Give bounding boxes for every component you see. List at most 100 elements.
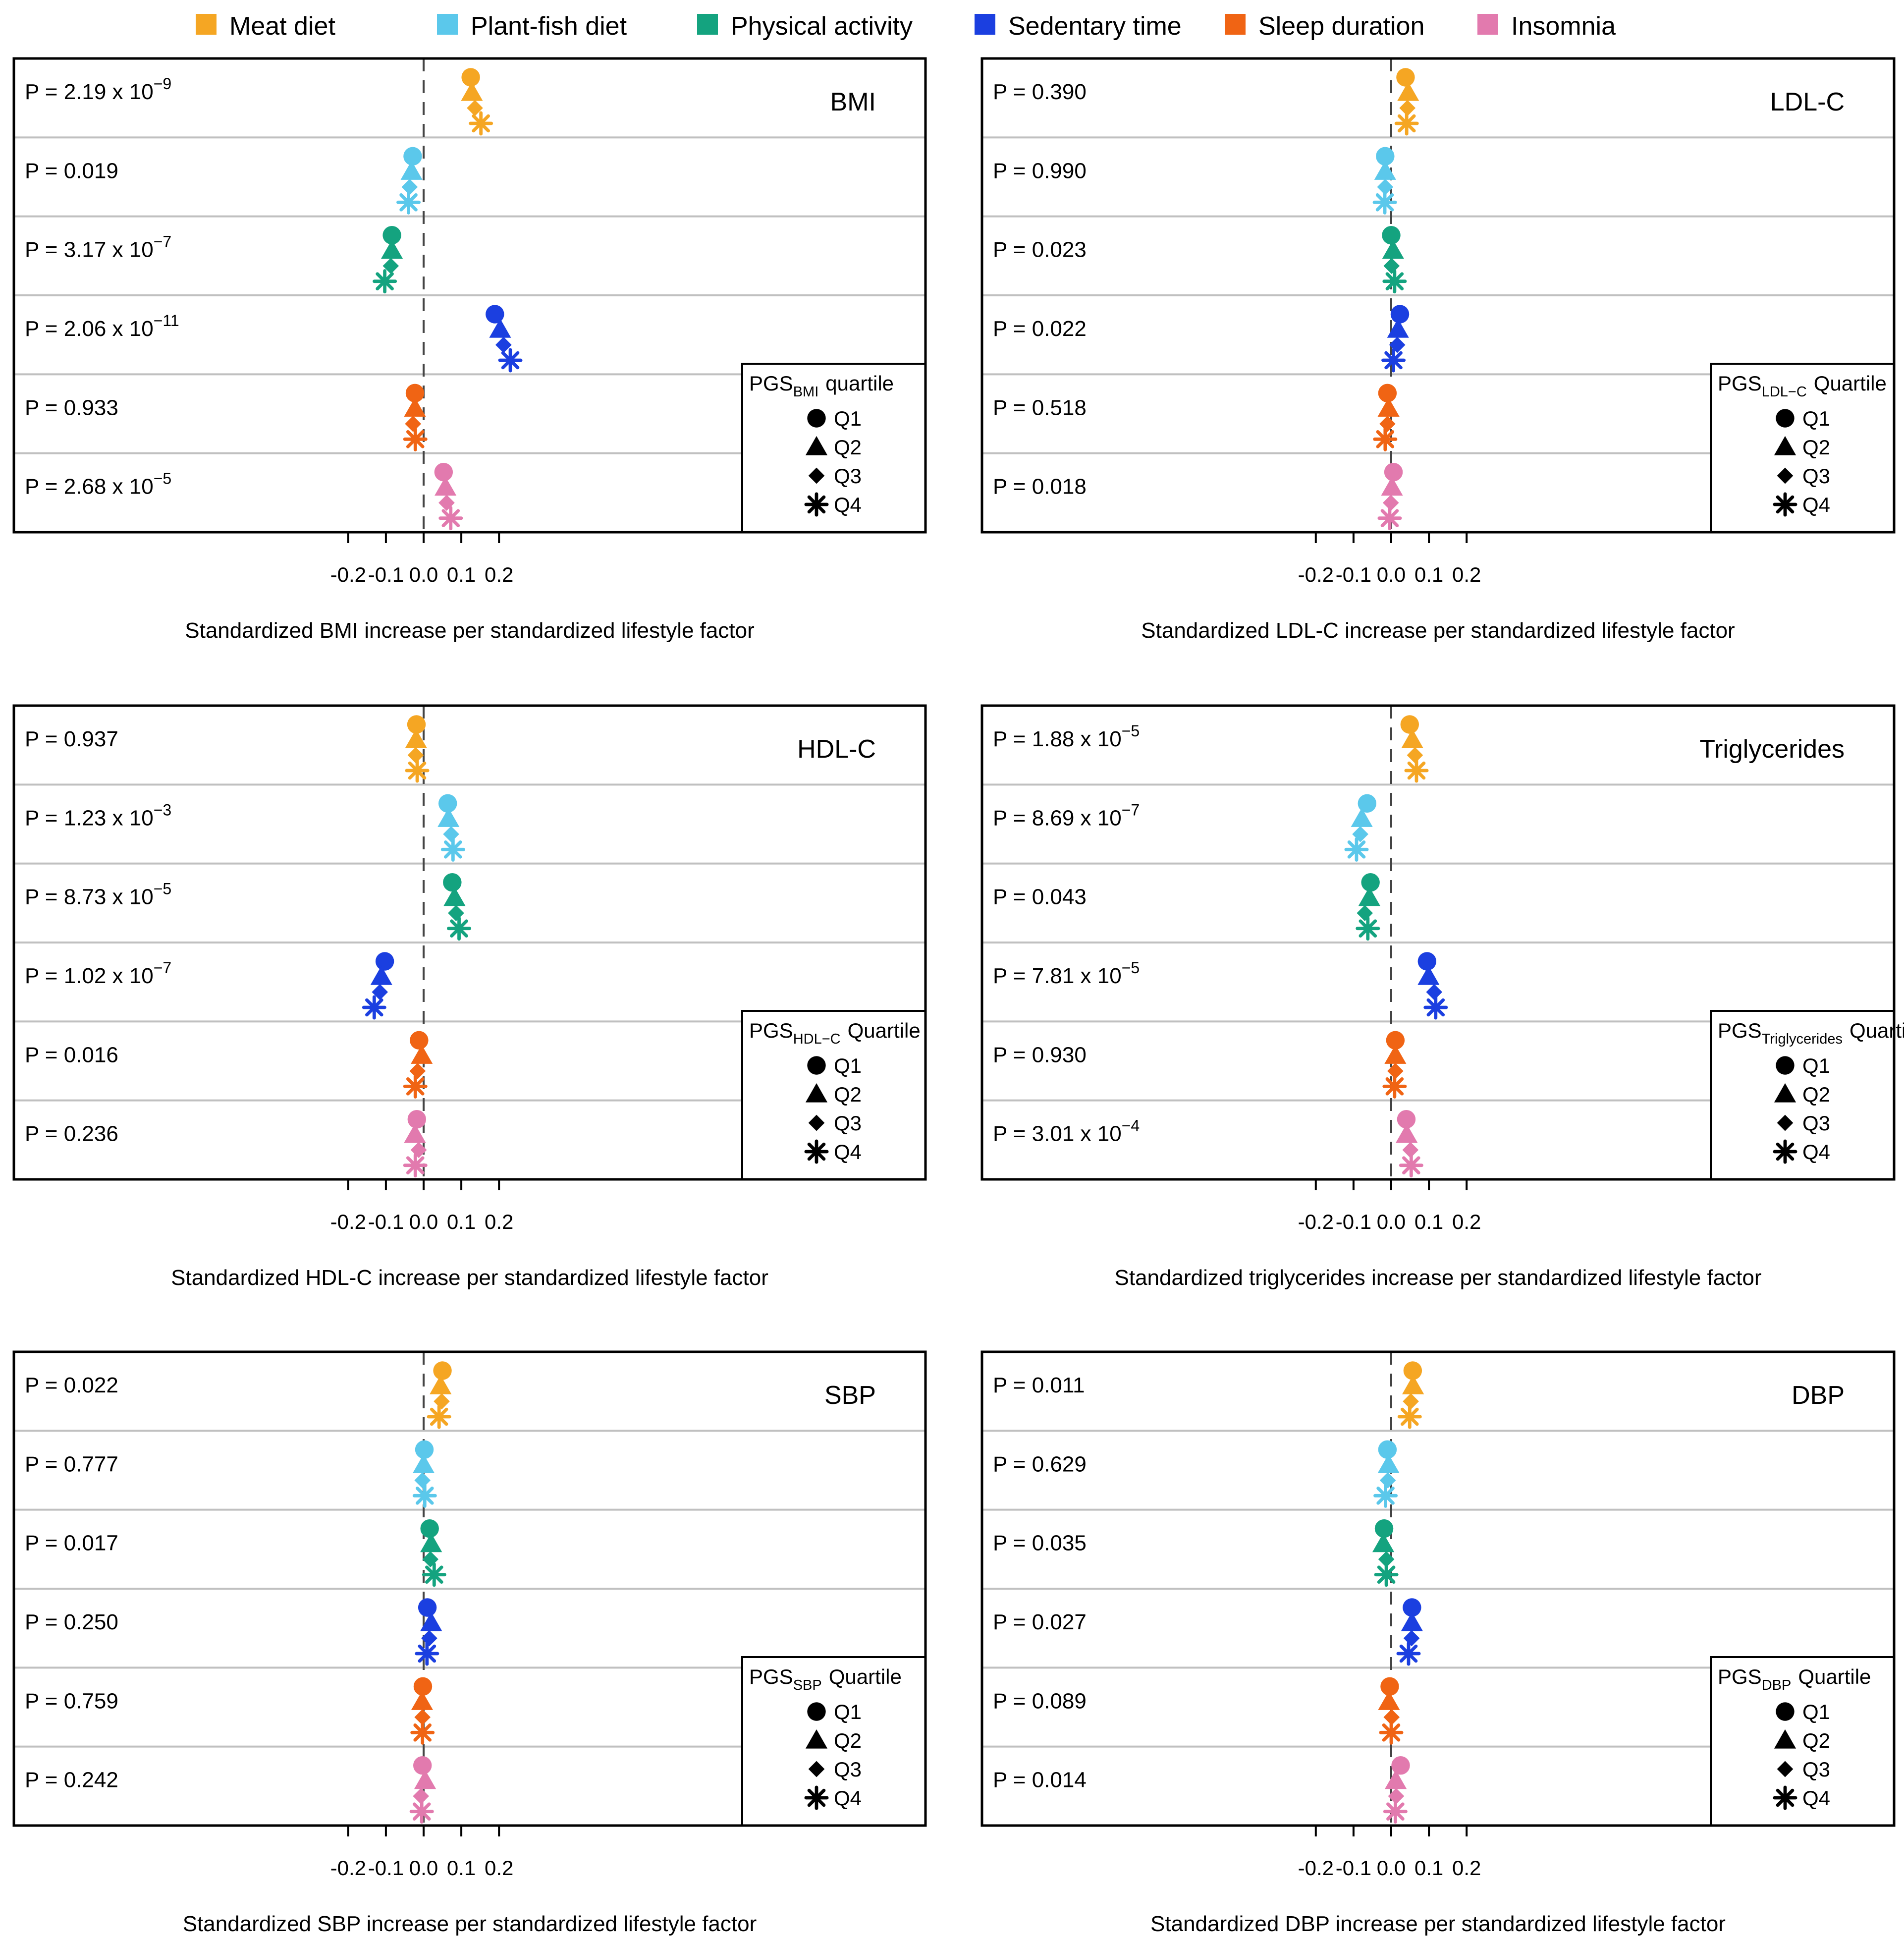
x-axis-label: Standardized BMI increase per standardiz… xyxy=(185,618,754,643)
q2-triangle-point xyxy=(1396,1123,1418,1143)
pgs-legend-marker-q4 xyxy=(804,1785,829,1810)
pgs-legend-label-q3: Q3 xyxy=(834,1111,862,1135)
panel-ldl-c: LDL-C P = 0.390 P = 0.990 P = 0.023 P = 0.02… xyxy=(980,57,1896,643)
pgs-legend-label-q4: Q4 xyxy=(834,1140,862,1164)
q3-diamond-point xyxy=(1426,984,1443,1000)
asterisk-stroke xyxy=(406,1077,425,1096)
q3-diamond-point xyxy=(1387,1063,1404,1079)
x-tick-label: 0.2 xyxy=(485,1856,513,1880)
asterisk-stroke xyxy=(1385,272,1404,290)
p-value-exponent: −3 xyxy=(154,801,171,819)
q3-diamond-point xyxy=(1382,495,1399,511)
x-tick-label: 0.1 xyxy=(447,563,476,586)
q4-asterisk-point xyxy=(1382,269,1407,294)
asterisk-stroke xyxy=(441,509,460,527)
q2-triangle-point xyxy=(1372,1533,1395,1553)
asterisk-stroke xyxy=(376,272,394,290)
q1-circle-point xyxy=(1361,873,1380,892)
p-value-label: P = 0.937 xyxy=(25,727,118,751)
pgs-legend-marker-q4 xyxy=(1773,492,1797,517)
x-tick-label: -0.1 xyxy=(1336,1210,1371,1233)
p-value-label: P = 1.23 x 10−3 xyxy=(25,801,171,830)
p-value-label: P = 1.02 x 10−7 xyxy=(25,959,171,988)
q4-asterisk-point xyxy=(1399,1153,1423,1178)
q2-triangle-point xyxy=(411,1045,433,1064)
q3-diamond-point xyxy=(1379,416,1396,432)
p-value-exponent: −9 xyxy=(154,75,171,93)
q1-circle-point xyxy=(1382,225,1401,245)
q3-diamond-point xyxy=(405,416,422,432)
x-tick-label: -0.1 xyxy=(1336,563,1371,586)
q1-circle-point xyxy=(1384,462,1403,482)
pgs-legend-label-q2: Q2 xyxy=(834,1083,862,1106)
x-tick-label: -0.1 xyxy=(368,1856,404,1880)
asterisk-stroke xyxy=(1400,1407,1419,1426)
x-tick-label: -0.2 xyxy=(1298,1210,1334,1233)
q1-circle-point xyxy=(1396,68,1415,87)
pgs-legend-label-q3: Q3 xyxy=(1802,1758,1830,1781)
legend-label-5: Sleep duration xyxy=(1258,12,1424,41)
pgs-legend-marker-q4 xyxy=(1773,1139,1797,1164)
q3-diamond-point xyxy=(1379,1472,1396,1489)
q3-diamond-point xyxy=(443,826,459,842)
pgs-legend-marker-q1 xyxy=(1776,409,1795,428)
panel-frame xyxy=(980,704,1896,1181)
x-tick-label: 0.0 xyxy=(409,1856,438,1880)
q1-circle-point xyxy=(407,715,426,734)
p-value-exponent: −5 xyxy=(154,880,171,898)
legend-swatch-5 xyxy=(1225,14,1246,35)
pgs-legend-label-q4: Q4 xyxy=(1802,1140,1830,1164)
q4-asterisk-point xyxy=(1394,111,1419,136)
panel-frame xyxy=(980,1350,1896,1827)
pgs-legend-label-q2: Q2 xyxy=(1802,1729,1830,1752)
p-value-label: P = 0.019 xyxy=(25,159,118,183)
q3-diamond-point xyxy=(1377,179,1394,195)
asterisk-stroke xyxy=(1359,919,1377,938)
q4-asterisk-point xyxy=(438,506,463,531)
pgs-legend-tail: Quartile xyxy=(1850,1019,1904,1042)
q4-asterisk-point xyxy=(1379,1720,1404,1745)
x-tick-label: -0.2 xyxy=(330,1856,366,1880)
q2-triangle-point xyxy=(1402,1375,1424,1394)
x-axis-label: Standardized triglycerides increase per … xyxy=(1115,1266,1762,1290)
x-tick-label: -0.1 xyxy=(368,1210,404,1233)
asterisk-stroke xyxy=(406,430,425,448)
q2-triangle-point xyxy=(1377,397,1400,417)
q3-diamond-point xyxy=(422,1551,439,1567)
q3-diamond-point xyxy=(382,258,399,274)
asterisk-stroke xyxy=(1386,1802,1405,1821)
pgs-legend-label-q1: Q1 xyxy=(834,1054,862,1077)
legend-label-2: Plant-fish diet xyxy=(471,12,627,41)
q2-triangle-point xyxy=(430,1375,452,1394)
p-value-label: P = 3.17 x 10−7 xyxy=(25,233,171,262)
q3-diamond-point xyxy=(1407,747,1423,764)
panel-title: BMI xyxy=(830,88,876,116)
p-value-label: P = 0.035 xyxy=(993,1531,1087,1555)
q1-circle-point xyxy=(1378,384,1397,403)
panel-title: DBP xyxy=(1792,1381,1845,1410)
p-value-label: P = 0.014 xyxy=(993,1768,1087,1792)
p-value-label: P = 0.518 xyxy=(993,395,1087,420)
pgs-legend-label-q4: Q4 xyxy=(1802,1786,1830,1810)
asterisk-stroke xyxy=(412,1802,431,1821)
legend-swatch-6 xyxy=(1477,14,1498,35)
asterisk-stroke xyxy=(1376,430,1395,448)
asterisk-stroke xyxy=(408,761,427,780)
pgs-legend-label-q3: Q3 xyxy=(1802,464,1830,488)
q2-triangle-point xyxy=(404,1123,426,1143)
panel-dbp: DBP P = 0.011 P = 0.629 P = 0.035 P = 0.027 P… xyxy=(980,1350,1896,1936)
q2-triangle-point xyxy=(1374,161,1396,180)
pgs-legend-label-q3: Q3 xyxy=(834,1758,862,1781)
q1-circle-point xyxy=(1386,1031,1405,1050)
pgs-legend-marker-q3 xyxy=(1777,1761,1794,1777)
asterisk-stroke xyxy=(406,1156,425,1174)
q4-asterisk-point xyxy=(403,427,428,451)
pgs-legend-subscript: DBP xyxy=(1762,1677,1792,1693)
p-value-exponent: −4 xyxy=(1122,1117,1140,1135)
q1-circle-point xyxy=(1358,794,1376,813)
pgs-legend-marker-q1 xyxy=(807,1056,826,1075)
q1-circle-point xyxy=(418,1598,437,1617)
pgs-legend-marker-q2 xyxy=(1774,436,1796,455)
q3-diamond-point xyxy=(421,1630,437,1647)
